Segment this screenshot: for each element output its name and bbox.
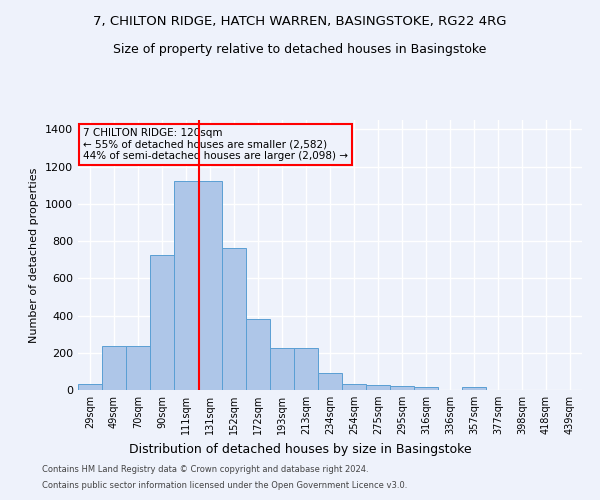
Bar — [78, 384, 102, 390]
Bar — [342, 384, 366, 390]
Bar — [294, 348, 318, 390]
Text: 7 CHILTON RIDGE: 120sqm
← 55% of detached houses are smaller (2,582)
44% of semi: 7 CHILTON RIDGE: 120sqm ← 55% of detache… — [83, 128, 348, 162]
Bar — [222, 248, 246, 390]
Text: Contains public sector information licensed under the Open Government Licence v3: Contains public sector information licen… — [42, 480, 407, 490]
Bar — [462, 387, 486, 390]
Text: Size of property relative to detached houses in Basingstoke: Size of property relative to detached ho… — [113, 42, 487, 56]
Bar — [174, 182, 198, 390]
Text: Contains HM Land Registry data © Crown copyright and database right 2024.: Contains HM Land Registry data © Crown c… — [42, 466, 368, 474]
Bar — [318, 373, 342, 390]
Bar — [126, 346, 150, 390]
Bar — [198, 182, 222, 390]
Text: Distribution of detached houses by size in Basingstoke: Distribution of detached houses by size … — [128, 442, 472, 456]
Bar — [246, 319, 270, 390]
Bar — [102, 346, 126, 390]
Text: 7, CHILTON RIDGE, HATCH WARREN, BASINGSTOKE, RG22 4RG: 7, CHILTON RIDGE, HATCH WARREN, BASINGST… — [93, 15, 507, 28]
Bar — [414, 387, 438, 390]
Bar — [366, 386, 390, 390]
Bar — [390, 386, 414, 390]
Y-axis label: Number of detached properties: Number of detached properties — [29, 168, 40, 342]
Bar — [270, 348, 294, 390]
Bar — [150, 255, 174, 390]
